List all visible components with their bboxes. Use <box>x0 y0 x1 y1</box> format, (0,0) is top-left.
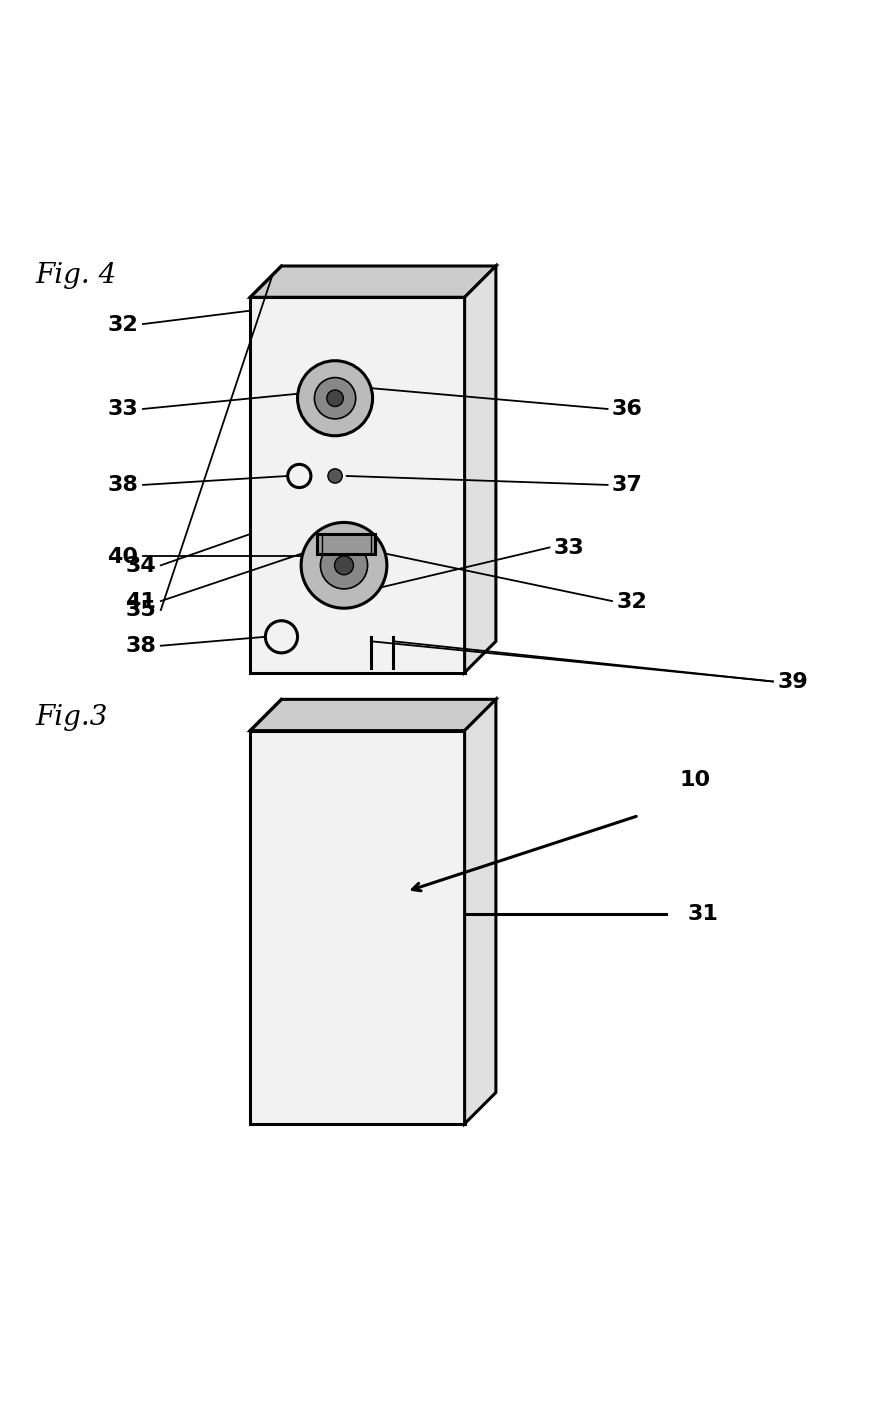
Polygon shape <box>250 700 496 732</box>
Text: 32: 32 <box>616 592 647 612</box>
Text: 33: 33 <box>554 538 584 558</box>
Text: 33: 33 <box>108 399 138 419</box>
Circle shape <box>327 391 343 406</box>
Text: Fig.3: Fig.3 <box>36 704 108 732</box>
Circle shape <box>321 542 367 589</box>
Polygon shape <box>464 700 496 1124</box>
Circle shape <box>334 556 354 575</box>
Text: Fig. 4: Fig. 4 <box>36 262 117 289</box>
Circle shape <box>314 378 355 419</box>
Text: 10: 10 <box>679 770 710 790</box>
Polygon shape <box>464 267 496 673</box>
Text: 39: 39 <box>777 672 807 692</box>
Polygon shape <box>250 267 496 298</box>
Text: 36: 36 <box>612 399 643 419</box>
Text: 34: 34 <box>126 556 156 576</box>
Circle shape <box>301 523 387 609</box>
Circle shape <box>297 361 372 436</box>
Text: 40: 40 <box>107 546 138 566</box>
Text: 38: 38 <box>107 475 138 495</box>
Bar <box>317 535 375 555</box>
Text: 35: 35 <box>126 600 156 620</box>
Text: 37: 37 <box>612 475 643 495</box>
Text: 31: 31 <box>688 904 719 924</box>
Text: 38: 38 <box>125 636 156 656</box>
Polygon shape <box>250 298 464 673</box>
Text: 41: 41 <box>125 592 156 612</box>
Circle shape <box>328 469 342 483</box>
Polygon shape <box>250 732 464 1124</box>
Text: 32: 32 <box>108 315 138 335</box>
